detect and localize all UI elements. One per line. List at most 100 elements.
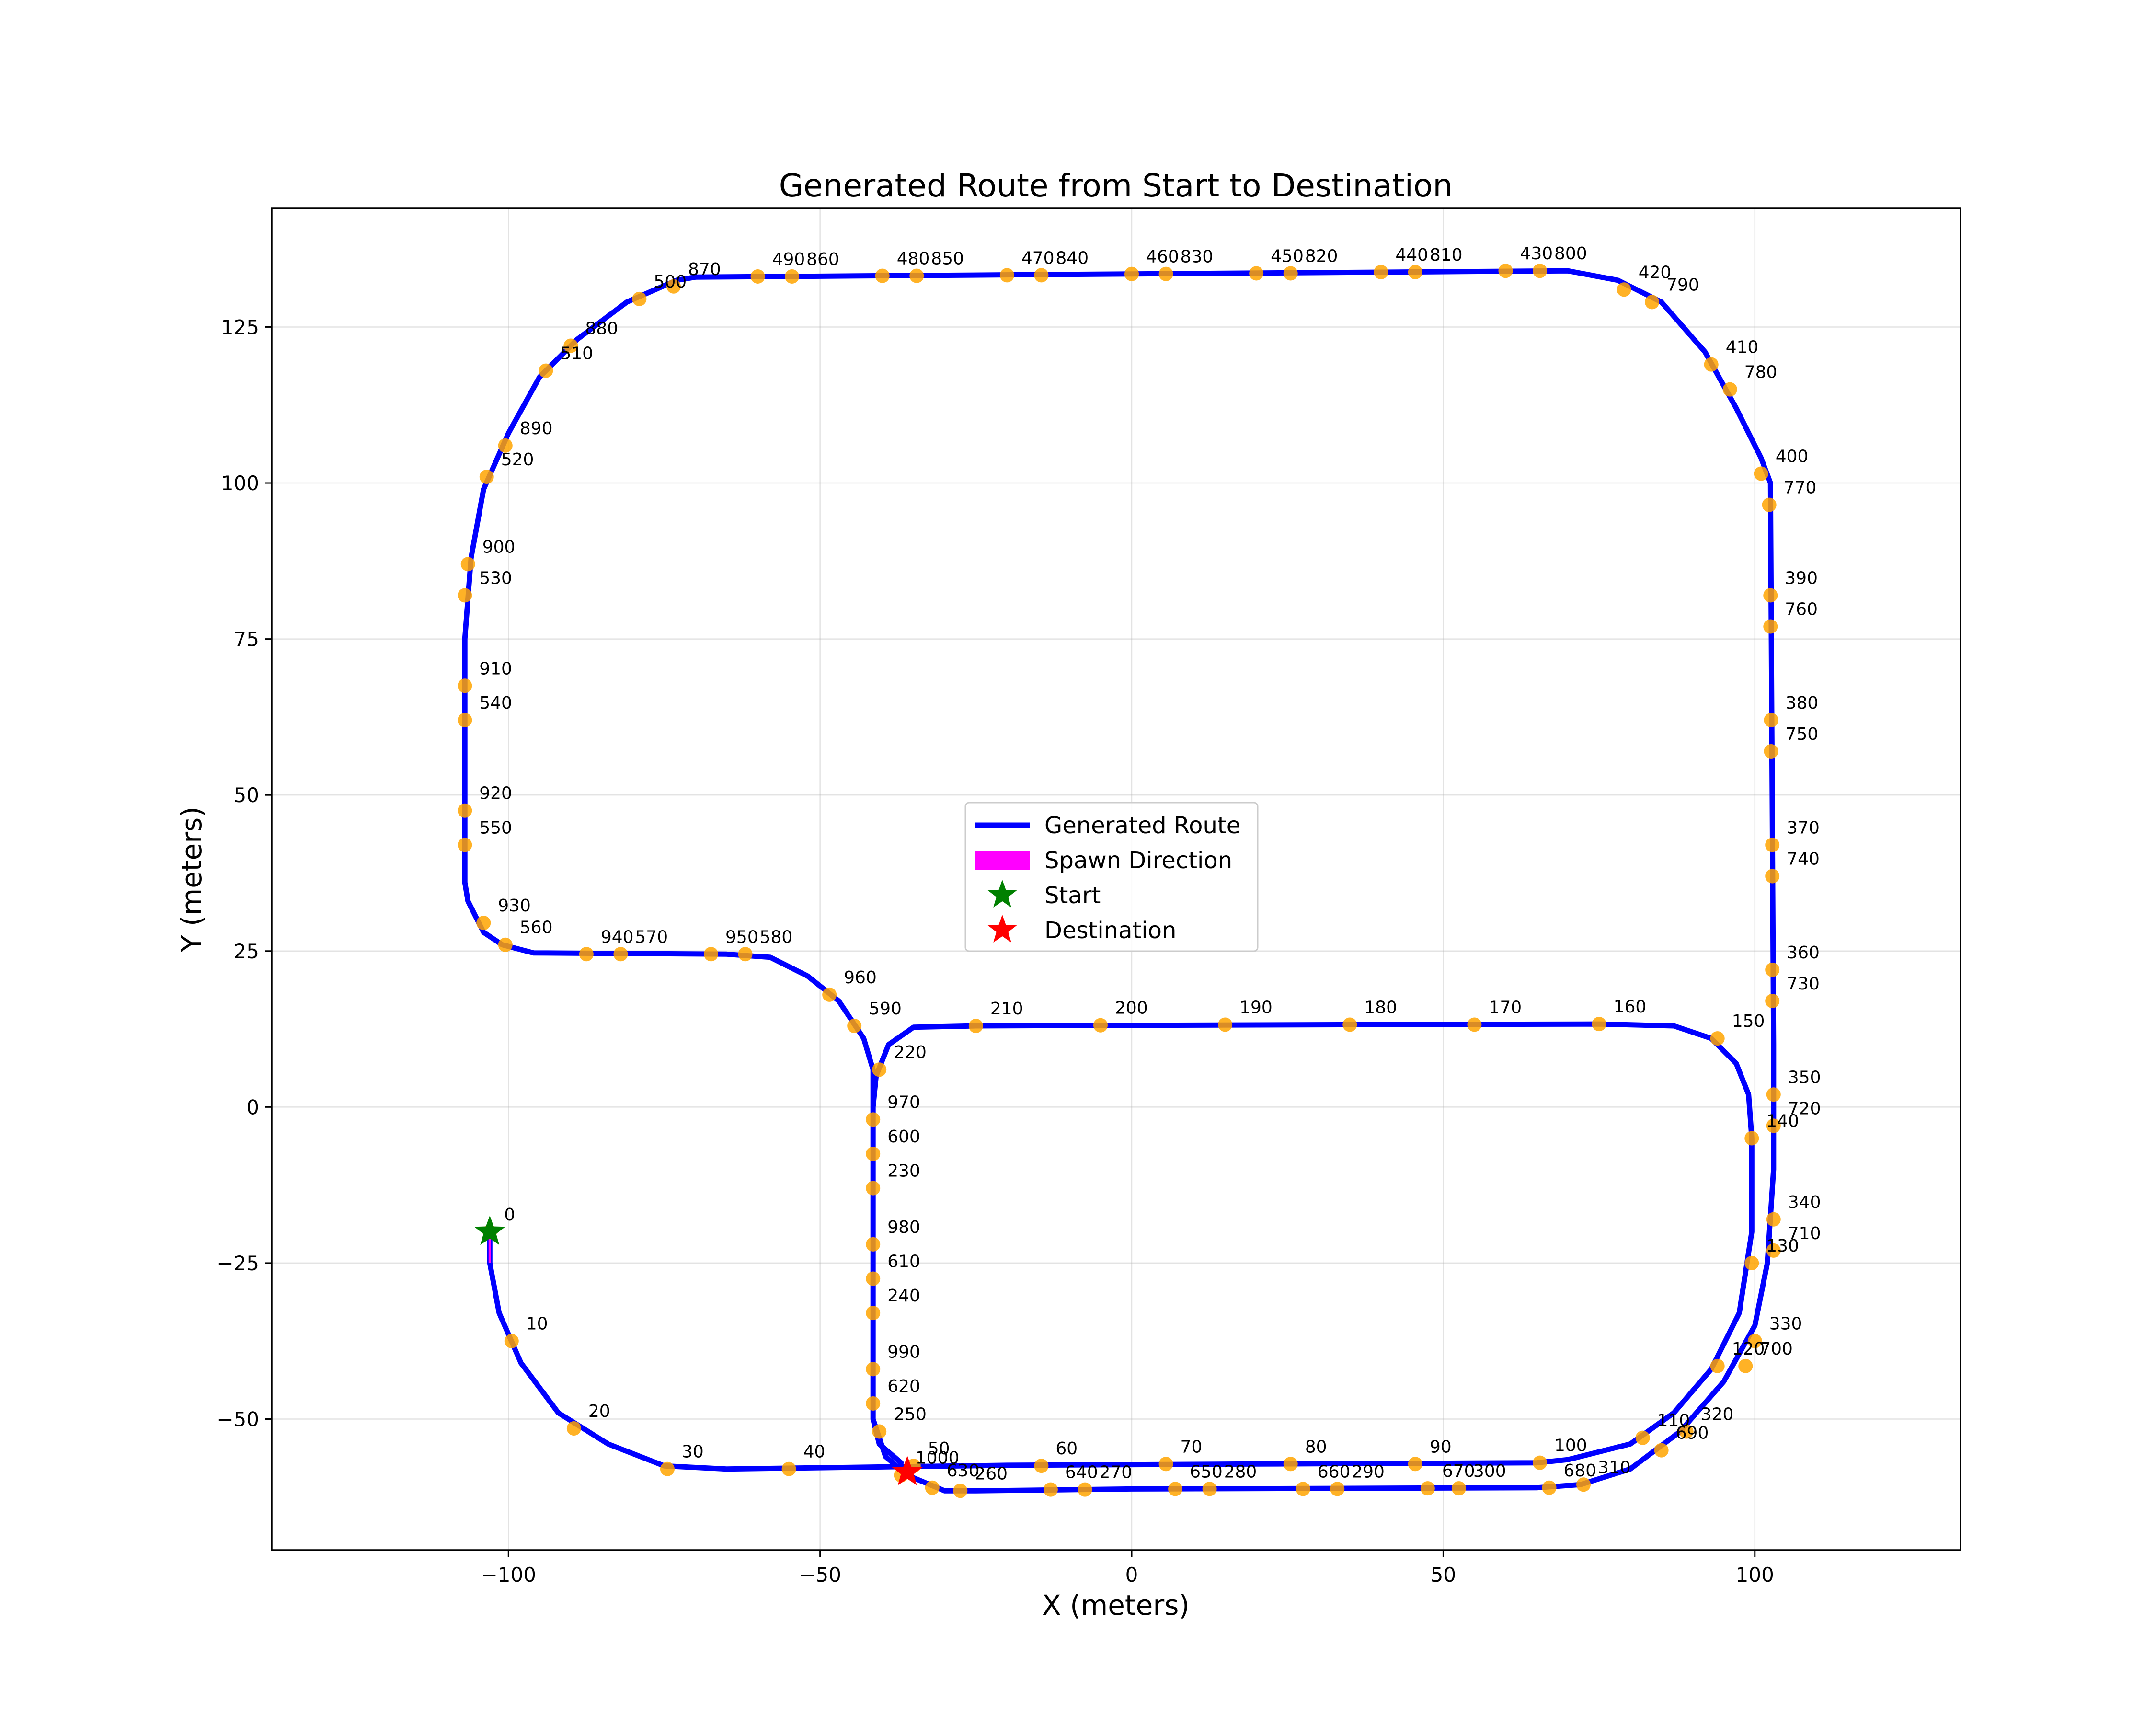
y-axis-label: Y (meters) — [175, 806, 208, 953]
waypoint-dot — [1710, 1358, 1725, 1373]
waypoint-label: 500 — [654, 272, 687, 292]
chart-title: Generated Route from Start to Destinatio… — [779, 167, 1453, 204]
waypoint-dot — [866, 1396, 881, 1411]
waypoint-label: 620 — [887, 1377, 920, 1396]
waypoint-label: 290 — [1352, 1462, 1385, 1482]
waypoint-label: 660 — [1318, 1462, 1351, 1482]
waypoint-dot — [458, 588, 472, 603]
waypoint-dot — [866, 1271, 881, 1286]
waypoint-label: 40 — [803, 1442, 826, 1462]
waypoint-label: 300 — [1473, 1461, 1506, 1481]
waypoint-label: 150 — [1732, 1012, 1765, 1031]
waypoint-label: 400 — [1776, 447, 1809, 466]
waypoint-dot — [866, 1147, 881, 1162]
waypoint-dot — [1283, 266, 1298, 281]
waypoint-dot — [1467, 1017, 1482, 1032]
y-tick-label: 50 — [234, 783, 259, 807]
waypoint-label: 190 — [1239, 998, 1273, 1017]
waypoint-label: 90 — [1430, 1437, 1452, 1457]
legend-entry-label: Start — [1044, 882, 1101, 909]
waypoint-dot — [1498, 264, 1513, 278]
waypoint-label: 730 — [1787, 974, 1820, 994]
waypoint-dot — [909, 268, 924, 283]
waypoint-label: 820 — [1305, 246, 1338, 266]
waypoint-label: 160 — [1614, 997, 1647, 1017]
waypoint-label: 310 — [1598, 1458, 1631, 1477]
plot-frame — [271, 207, 1961, 1551]
destination-marker — [892, 1456, 923, 1485]
waypoint-dot — [1078, 1482, 1092, 1497]
waypoint-dot — [1747, 1334, 1762, 1348]
waypoint-dot — [968, 1019, 983, 1034]
waypoint-dot — [1635, 1430, 1650, 1445]
waypoint-label: 950 — [725, 927, 758, 947]
waypoint-dot — [866, 1112, 881, 1127]
waypoint-label: 410 — [1726, 338, 1759, 357]
waypoint-label: 780 — [1744, 363, 1778, 382]
waypoint-dot — [458, 803, 472, 818]
waypoint-label: 770 — [1784, 478, 1817, 498]
y-tick-label: 125 — [221, 315, 259, 339]
waypoint-label: 460 — [1146, 247, 1179, 267]
waypoint-dot — [1744, 1131, 1759, 1146]
waypoint-label: 260 — [975, 1464, 1008, 1484]
waypoint-label: 340 — [1788, 1193, 1821, 1212]
waypoint-dot — [1034, 1459, 1049, 1473]
waypoint-dot — [498, 438, 513, 453]
waypoint-label: 920 — [479, 784, 512, 804]
waypoint-label: 320 — [1701, 1405, 1734, 1425]
waypoint-label: 110 — [1657, 1411, 1690, 1431]
waypoint-label: 280 — [1224, 1462, 1257, 1482]
waypoint-label: 570 — [635, 927, 668, 947]
waypoint-dot — [1645, 295, 1660, 310]
waypoint-dot — [1766, 1118, 1781, 1133]
waypoint-dot — [1408, 264, 1422, 279]
waypoint-dot — [563, 338, 578, 353]
x-tick-label: −100 — [481, 1563, 536, 1587]
waypoint-label: 140 — [1766, 1111, 1799, 1131]
waypoint-label: 800 — [1554, 244, 1587, 264]
x-tick-label: −50 — [799, 1563, 841, 1587]
waypoint-label: 360 — [1787, 943, 1820, 963]
waypoint-label: 590 — [869, 999, 902, 1019]
waypoint-dot — [1283, 1457, 1298, 1472]
waypoint-label: 20 — [588, 1402, 610, 1421]
waypoint-label: 250 — [894, 1405, 927, 1425]
waypoint-dot — [460, 557, 475, 572]
waypoint-label: 120 — [1732, 1339, 1765, 1359]
waypoint-dot — [1576, 1477, 1591, 1492]
waypoint-dot — [866, 1237, 881, 1252]
waypoint-label: 970 — [887, 1092, 920, 1112]
waypoint-dot — [1342, 1017, 1357, 1032]
waypoint-label: 420 — [1639, 263, 1672, 282]
waypoint-dot — [872, 1062, 887, 1077]
waypoint-dot — [1158, 266, 1173, 281]
legend-entry-label: Generated Route — [1044, 812, 1240, 839]
waypoint-label: 430 — [1520, 244, 1553, 264]
waypoint-label: 130 — [1766, 1236, 1799, 1256]
waypoint-dot — [1158, 1457, 1173, 1472]
waypoint-label: 50 — [928, 1439, 950, 1459]
waypoint-dot — [1093, 1018, 1108, 1033]
waypoint-dot — [1654, 1443, 1669, 1458]
x-axis-label: X (meters) — [1042, 1589, 1190, 1622]
waypoint-label: 980 — [887, 1218, 920, 1237]
waypoint-label: 860 — [806, 250, 839, 269]
waypoint-label: 370 — [1787, 818, 1820, 838]
waypoint-label: 10 — [526, 1314, 548, 1334]
waypoint-label: 450 — [1271, 246, 1304, 266]
waypoint-label: 890 — [520, 419, 553, 438]
x-tick-label: 50 — [1431, 1563, 1456, 1587]
waypoint-label: 690 — [1676, 1424, 1709, 1443]
waypoint-dot — [875, 268, 890, 283]
waypoint-label: 540 — [479, 693, 512, 713]
waypoint-dot — [1124, 266, 1139, 281]
waypoint-dot — [666, 279, 681, 294]
waypoint-dot — [1762, 497, 1777, 512]
waypoint-dot — [1374, 264, 1388, 279]
waypoint-label: 200 — [1115, 999, 1148, 1018]
legend-entry-label: Destination — [1044, 917, 1176, 944]
waypoint-dot — [1744, 1255, 1759, 1270]
waypoint-dot — [1764, 744, 1778, 759]
waypoint-dot — [781, 1461, 796, 1476]
